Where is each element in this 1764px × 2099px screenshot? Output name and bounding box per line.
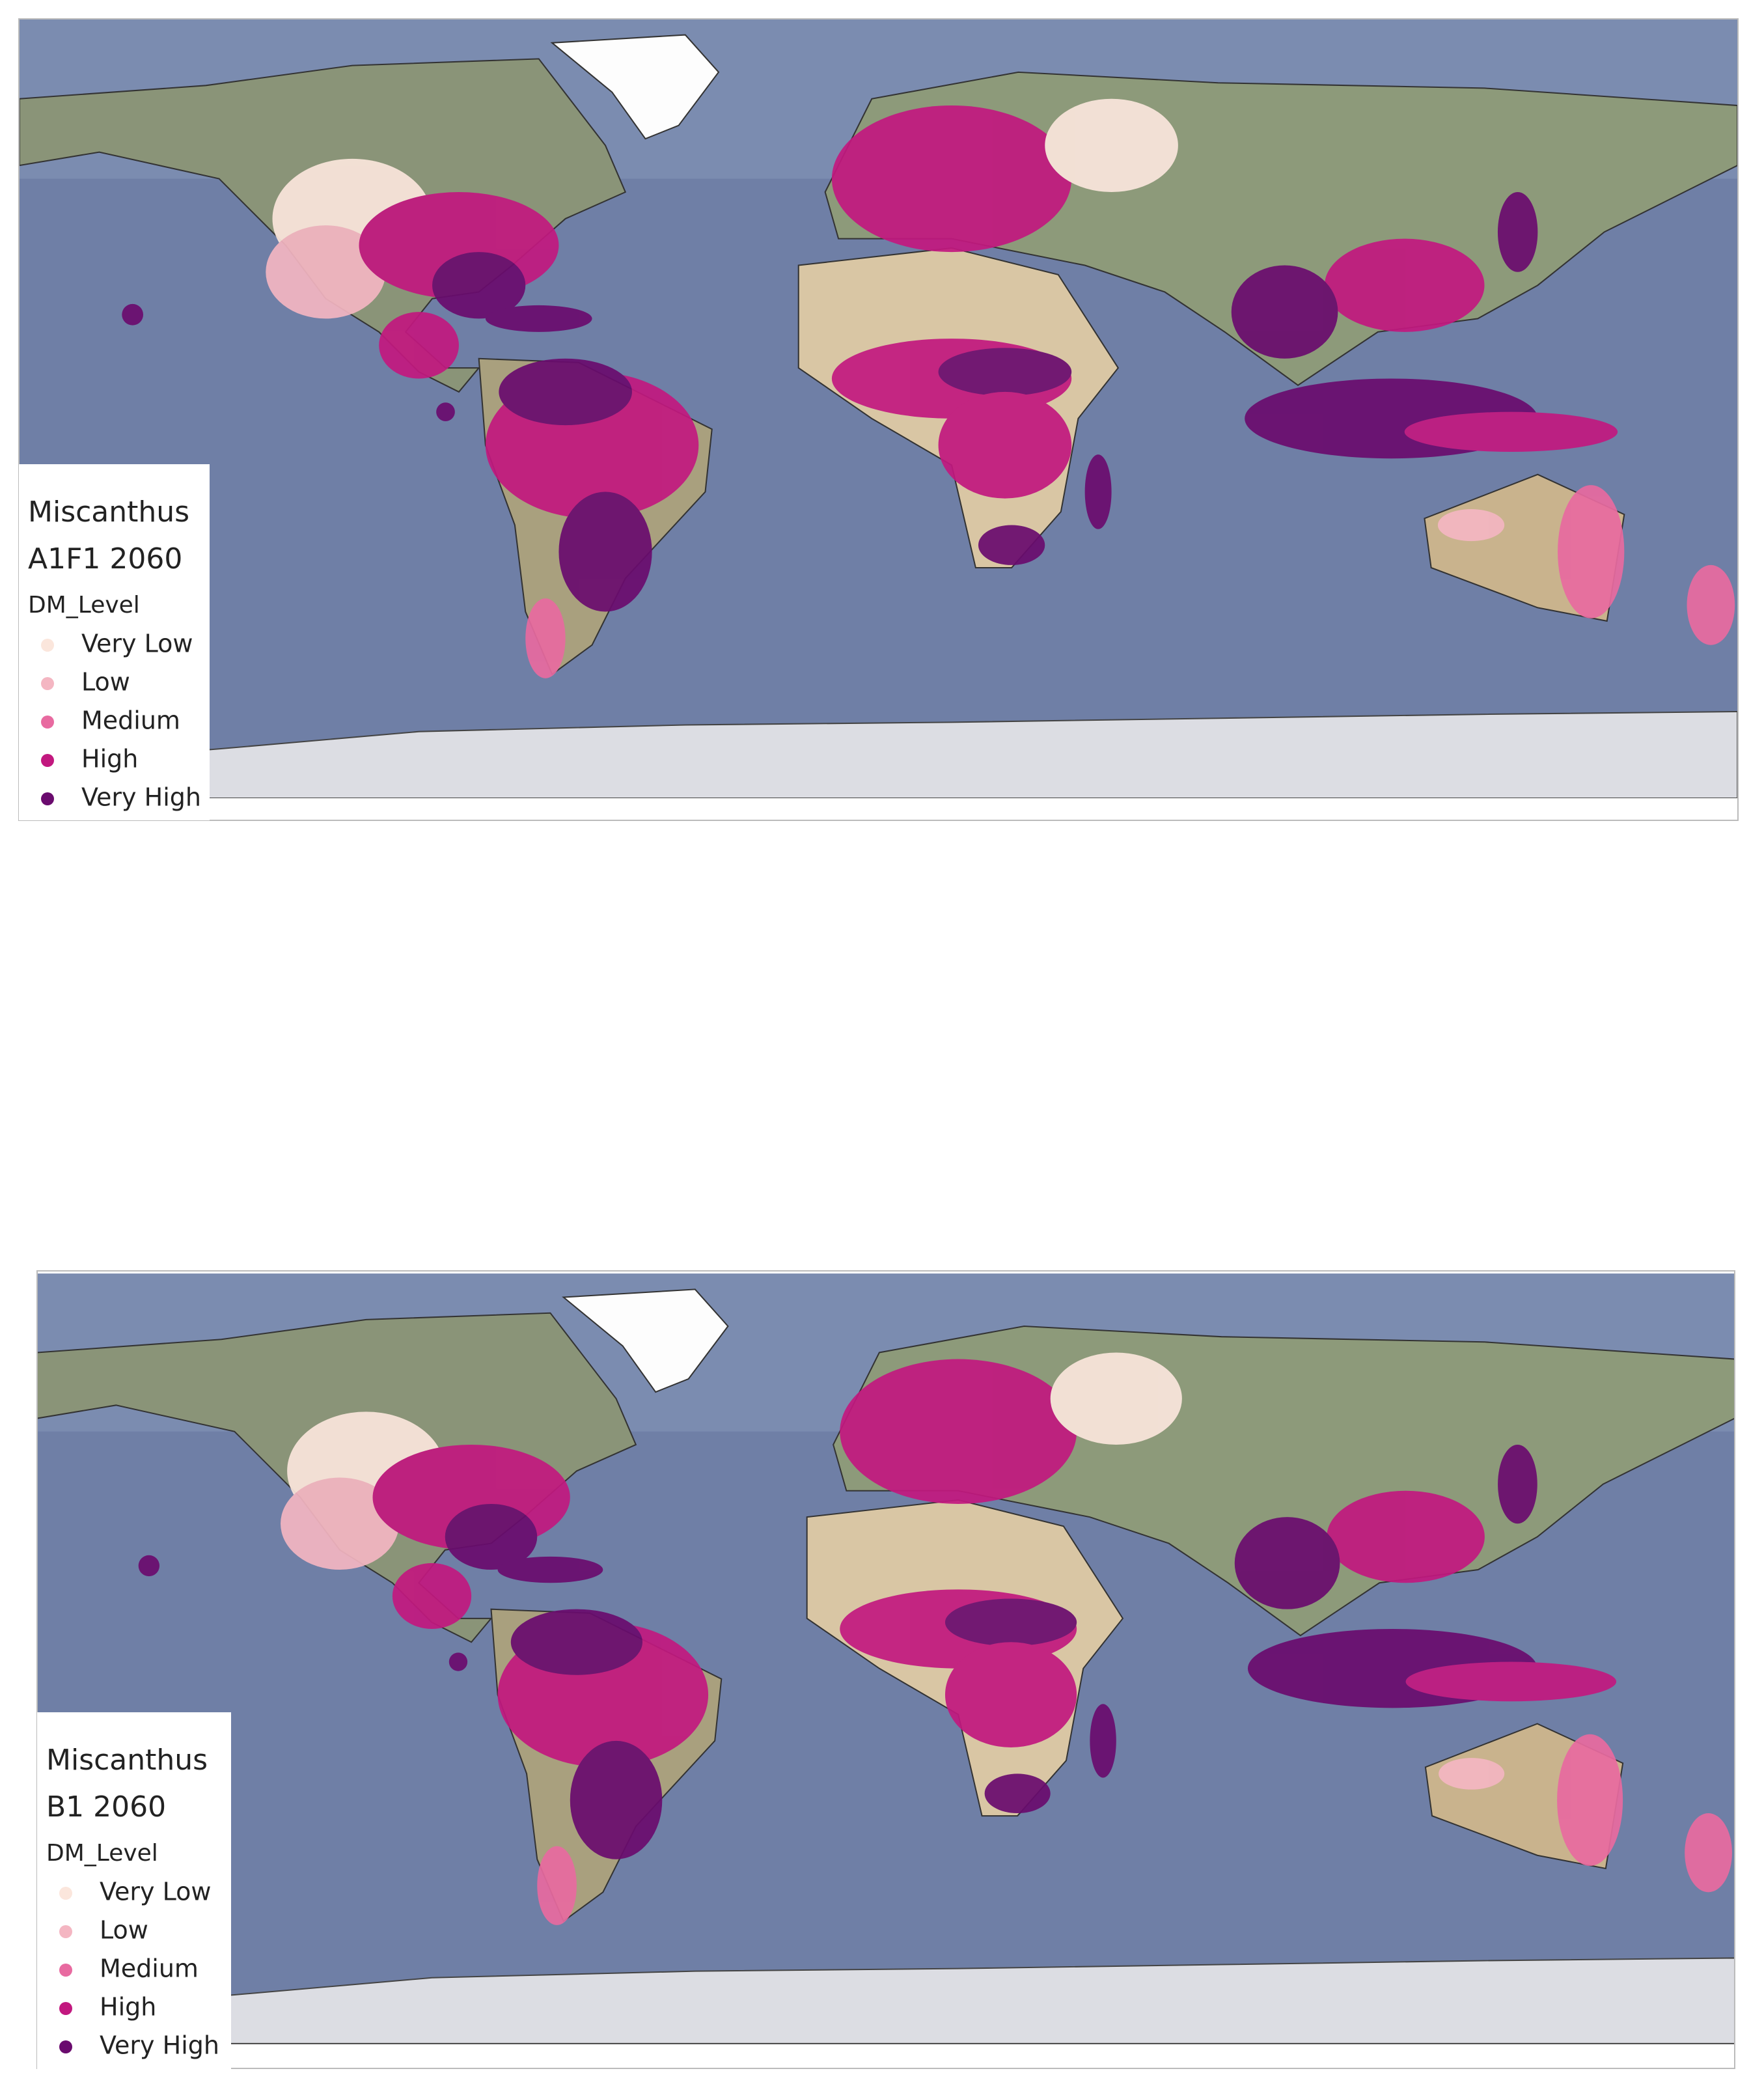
maps: Miscanthus A1F1 2060 DM_Level Very Low Low Me…: [18, 18, 1739, 2069]
legend-swatch: [41, 754, 54, 767]
legend-heading: DM_Level: [46, 1840, 158, 1867]
legend: Miscanthus B1 2060 DM_Level Very Low Low Medi…: [37, 1712, 231, 2069]
legend-label: Medium: [100, 1954, 199, 1983]
legend-swatch: [41, 716, 54, 729]
map-panel: Miscanthus A1F1 2060 DM_Level Very Low Low Me…: [18, 18, 1739, 821]
legend-swatch: [41, 677, 54, 690]
legend-subtitle: B1 2060: [46, 1790, 166, 1824]
legend-label: Very High: [81, 783, 201, 812]
legend-label: High: [100, 1993, 156, 2022]
legend-label: Low: [100, 1916, 148, 1945]
world-map: [37, 1273, 1735, 2044]
legend-label: High: [81, 745, 138, 773]
legend-subtitle: A1F1 2060: [28, 542, 182, 576]
legend-swatch: [59, 1964, 72, 1977]
legend-swatch: [41, 792, 54, 805]
legend: Miscanthus A1F1 2060 DM_Level Very Low Low Me…: [19, 464, 210, 820]
map-frame: [36, 1270, 1735, 2069]
legend-swatch: [41, 639, 54, 652]
map-frame: [18, 18, 1739, 821]
legend-heading: DM_Level: [28, 592, 140, 619]
legend-title: Miscanthus: [28, 495, 189, 529]
legend-label: Very Low: [100, 1878, 211, 1906]
legend-label: Medium: [81, 706, 180, 735]
legend-swatch: [59, 2040, 72, 2053]
legend-label: Very Low: [81, 630, 193, 658]
legend-swatch: [59, 2002, 72, 2015]
legend-title: Miscanthus: [46, 1744, 208, 1777]
legend-label: Very High: [100, 2031, 219, 2060]
legend-swatch: [59, 1887, 72, 1900]
legend-swatch: [59, 1925, 72, 1938]
world-map: [19, 19, 1738, 798]
legend-label: Low: [81, 668, 130, 697]
map-panel: Miscanthus B1 2060 DM_Level Very Low Low Medi…: [36, 1270, 1735, 2069]
